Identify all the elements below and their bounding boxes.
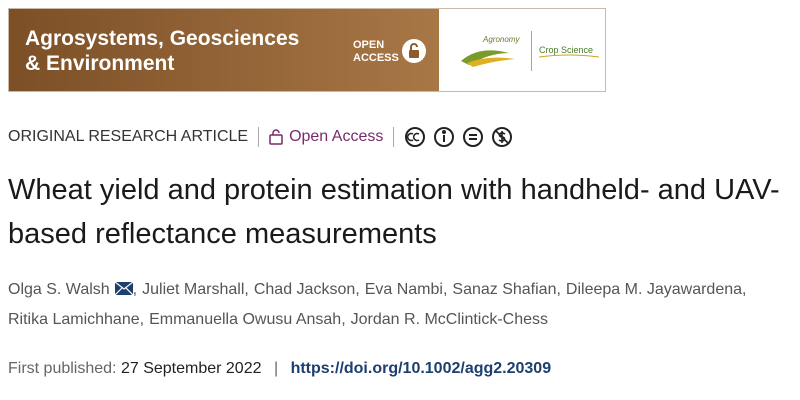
author-name[interactable]: Sanaz Shafian bbox=[452, 281, 557, 298]
author-name[interactable]: Juliet Marshall bbox=[142, 281, 245, 298]
open-lock-icon bbox=[269, 129, 283, 145]
email-icon[interactable] bbox=[114, 281, 134, 296]
journal-banner[interactable]: Agrosystems, Geosciences & Environment O… bbox=[8, 8, 606, 92]
society-logos: Agronomy Crop Science bbox=[439, 9, 605, 91]
license-icons[interactable] bbox=[404, 126, 516, 148]
author-separator: , bbox=[442, 281, 448, 298]
author-separator: , bbox=[132, 281, 138, 298]
author-list: Olga S. Walsh, Juliet Marshall, Chad Jacks… bbox=[8, 275, 751, 335]
author-name[interactable]: Dileepa M. Jayawardena bbox=[565, 281, 743, 298]
article-meta: ORIGINAL RESEARCH ARTICLE Open Access bbox=[8, 126, 516, 148]
author-line: Ritika Lamichhane, Emmanuella Owusu Ansah… bbox=[8, 305, 751, 335]
open-access-label[interactable]: Open Access bbox=[289, 128, 384, 145]
journal-line: & Environment bbox=[25, 52, 175, 75]
author-separator: , bbox=[341, 311, 346, 328]
journal-name: Agrosystems, Geosciences & Environment bbox=[25, 26, 299, 76]
banner-brand: Agrosystems, Geosciences & Environment O… bbox=[9, 9, 439, 91]
article-title: Wheat yield and protein estimation with … bbox=[8, 168, 780, 256]
logo-divider bbox=[531, 31, 532, 71]
badge-line: OPEN bbox=[353, 39, 385, 51]
divider bbox=[258, 127, 260, 147]
author-name[interactable]: Jordan R. McClintick-Chess bbox=[350, 311, 549, 328]
separator: | bbox=[273, 360, 279, 377]
author-name[interactable]: Emmanuella Owusu Ansah bbox=[149, 311, 342, 328]
author-separator: , bbox=[355, 281, 360, 298]
author-line: Olga S. Walsh, Juliet Marshall, Chad Jacks… bbox=[8, 275, 751, 305]
author-separator: , bbox=[244, 281, 249, 298]
agronomy-logo bbox=[461, 50, 515, 67]
article-type: ORIGINAL RESEARCH ARTICLE bbox=[8, 128, 249, 145]
badge-line: ACCESS bbox=[353, 52, 399, 64]
open-access-badge: OPEN ACCESS bbox=[353, 39, 399, 65]
author-separator: , bbox=[742, 281, 747, 298]
author-name[interactable]: Eva Nambi bbox=[364, 281, 443, 298]
logo-text: Crop Science bbox=[539, 45, 594, 55]
title-line: based reflectance measurements bbox=[8, 218, 437, 250]
crop-logo-mark bbox=[539, 54, 599, 58]
title-line: Wheat yield and protein estimation with … bbox=[8, 174, 780, 206]
lock-icon bbox=[402, 39, 426, 63]
author-name[interactable]: Chad Jackson bbox=[253, 281, 356, 298]
published-date: 27 September 2022 bbox=[120, 360, 262, 377]
author-name[interactable]: Olga S. Walsh bbox=[8, 281, 110, 298]
author-name[interactable]: Ritika Lamichhane bbox=[8, 311, 140, 328]
published-label: First published: bbox=[8, 360, 117, 377]
doi-link[interactable]: https://doi.org/10.1002/agg2.20309 bbox=[290, 360, 552, 377]
publication-info: First published: 27 September 2022 | htt… bbox=[8, 360, 551, 378]
divider bbox=[393, 127, 395, 147]
author-separator: , bbox=[556, 281, 561, 298]
author-separator: , bbox=[139, 311, 145, 328]
journal-line: Agrosystems, Geosciences bbox=[25, 27, 300, 50]
logo-text: Agronomy bbox=[483, 35, 520, 44]
